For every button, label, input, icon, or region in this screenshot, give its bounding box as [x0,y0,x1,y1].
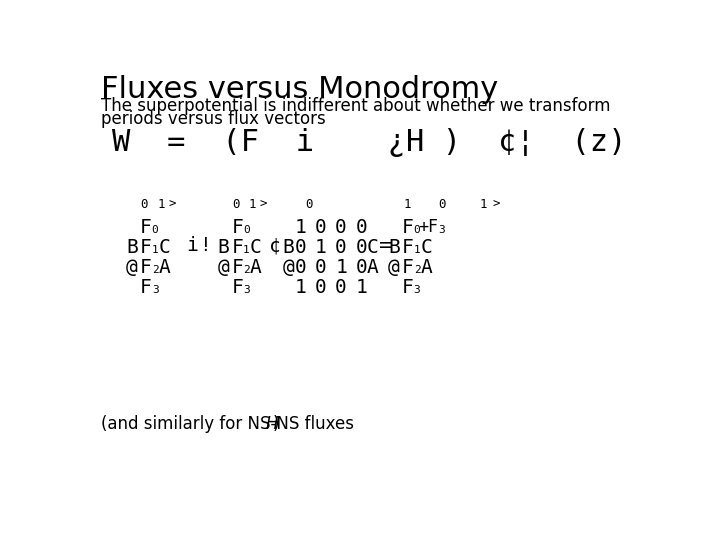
Text: A: A [250,258,262,277]
Text: 0: 0 [356,238,367,257]
Text: ): ) [273,415,279,433]
Text: Fluxes versus Monodromy: Fluxes versus Monodromy [101,75,498,104]
Text: F: F [231,278,243,297]
Text: 0: 0 [336,218,347,237]
Text: W  =  (F  i    ¿H )  ¢¦  (z): W = (F i ¿H ) ¢¦ (z) [112,128,626,157]
Text: 1: 1 [152,245,158,255]
Text: B: B [388,238,400,257]
Text: F: F [140,258,152,277]
Text: 2: 2 [152,265,158,275]
Text: F: F [231,218,243,237]
Text: 2: 2 [414,265,420,275]
Text: A: A [158,258,170,277]
Text: 1: 1 [414,245,420,255]
Text: 0: 0 [315,258,327,277]
Text: B: B [282,238,294,257]
Text: 0: 0 [243,225,250,235]
Text: F: F [402,278,413,297]
Text: F: F [231,258,243,277]
Text: B: B [126,238,138,257]
Text: 0: 0 [414,225,420,235]
Text: 0: 0 [315,278,327,297]
Text: 1: 1 [404,198,412,211]
Text: 0: 0 [305,198,312,211]
Text: @: @ [126,258,138,277]
Text: 0: 0 [140,198,148,211]
Text: B: B [217,238,229,257]
Text: 0: 0 [295,258,307,277]
Text: 1: 1 [158,198,165,211]
Text: 3: 3 [438,225,445,235]
Text: F: F [402,218,413,237]
Text: The superpotential is indifferent about whether we transform: The superpotential is indifferent about … [101,97,611,115]
Text: 1: 1 [295,278,307,297]
Text: >: > [168,198,176,211]
Text: 1: 1 [356,278,367,297]
Text: periods versus flux vectors: periods versus flux vectors [101,110,325,128]
Text: 0: 0 [438,198,446,211]
Text: 1: 1 [249,198,256,211]
Text: 3: 3 [243,286,250,295]
Text: 0: 0 [336,238,347,257]
Text: F: F [402,238,413,257]
Text: C: C [420,238,432,257]
Text: 3: 3 [414,286,420,295]
Text: !: ! [199,237,210,255]
Text: 0: 0 [232,198,240,211]
Text: 0: 0 [295,238,307,257]
Text: F: F [402,258,413,277]
Text: @: @ [282,258,294,277]
Text: 3: 3 [152,286,158,295]
Text: >: > [260,198,267,211]
Text: 0: 0 [356,218,367,237]
Text: >: > [492,198,500,211]
Text: +F: +F [418,218,438,237]
Text: C: C [158,238,170,257]
Text: 1: 1 [315,238,327,257]
Text: 0: 0 [356,258,367,277]
Text: 0: 0 [152,225,158,235]
Text: 1: 1 [295,218,307,237]
Text: F: F [140,218,152,237]
Text: 0: 0 [336,278,347,297]
Text: A: A [366,258,378,277]
Text: 2: 2 [243,265,250,275]
Text: H: H [266,415,279,433]
Text: 1: 1 [243,245,250,255]
Text: 1: 1 [480,198,487,211]
Text: ¢: ¢ [269,237,280,255]
Text: C: C [366,238,378,257]
Text: A: A [420,258,432,277]
Text: C: C [250,238,262,257]
Text: 0: 0 [315,218,327,237]
Text: @: @ [388,258,400,277]
Text: i: i [186,237,198,255]
Text: F: F [140,278,152,297]
Text: F: F [231,238,243,257]
Text: 1: 1 [336,258,347,277]
Text: F: F [140,238,152,257]
Text: @: @ [217,258,229,277]
Text: (and similarly for NS-NS fluxes: (and similarly for NS-NS fluxes [101,415,359,433]
Text: =: = [379,236,392,256]
